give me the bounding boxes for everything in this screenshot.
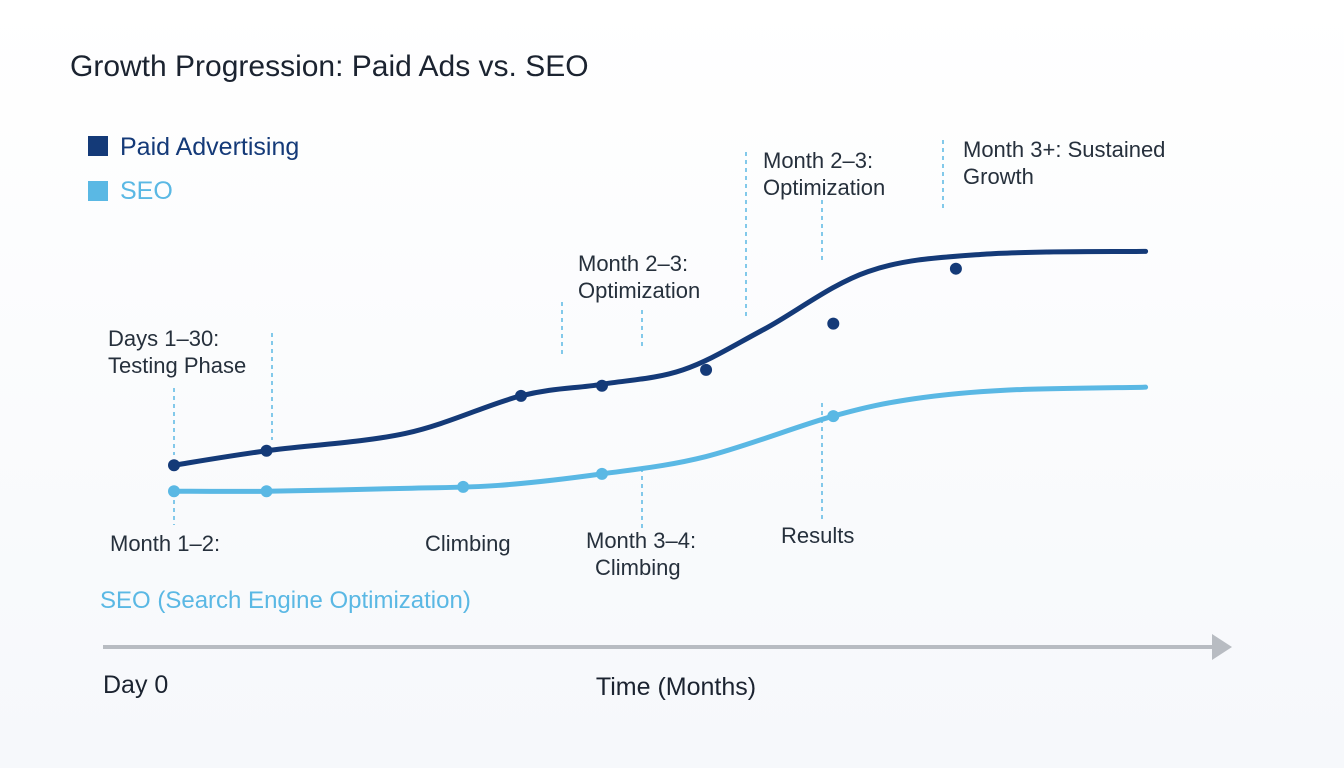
data-point-paid-advertising	[700, 363, 713, 376]
annotation-label: Month 1–2:	[110, 531, 220, 556]
x-axis-start-label: Day 0	[103, 671, 168, 699]
x-axis-title: Time (Months)	[596, 673, 756, 701]
x-axis: Day 0 Time (Months)	[103, 634, 1232, 701]
data-point-seo	[827, 410, 840, 423]
legend-swatch-seo	[88, 181, 108, 201]
annotation-labels: Days 1–30: Testing Phase Month 2–3: Optimiz…	[108, 137, 1165, 580]
data-point-seo	[457, 480, 470, 493]
data-point-paid-advertising	[515, 389, 527, 402]
annotation-label: Climbing	[425, 531, 511, 556]
data-point-seo	[595, 467, 608, 480]
x-axis-arrow-icon	[1212, 634, 1232, 660]
annotation-label: Month 2–3: Optimization	[578, 251, 700, 303]
legend: Paid Advertising SEO	[88, 133, 299, 205]
data-point-paid-advertising	[949, 262, 962, 275]
data-point-paid-advertising	[168, 459, 180, 472]
legend-label-seo: SEO	[120, 177, 173, 205]
series-lines	[171, 248, 1149, 494]
legend-swatch-paid-advertising	[88, 136, 108, 156]
data-point-paid-advertising	[827, 317, 840, 330]
legend-label-paid-advertising: Paid Advertising	[120, 133, 299, 161]
data-point-seo	[260, 485, 273, 498]
annotation-label: Month 3+: Sustained Growth	[963, 137, 1165, 189]
data-point-seo	[168, 485, 180, 498]
chart-title: Growth Progression: Paid Ads vs. SEO	[70, 50, 589, 83]
annotation-label: Days 1–30: Testing Phase	[108, 326, 246, 378]
data-point-paid-advertising	[260, 444, 273, 457]
series-line-paid-advertising	[171, 248, 1149, 468]
annotation-label: Month 2–3: Optimization	[763, 148, 885, 200]
series-markers	[168, 262, 962, 498]
annotation-label: Results	[781, 523, 854, 548]
annotation-guides	[173, 140, 944, 530]
series-line-seo	[171, 384, 1149, 494]
seo-series-caption: SEO (Search Engine Optimization)	[100, 587, 471, 614]
data-point-paid-advertising	[595, 379, 608, 392]
annotation-label: Month 3–4: Climbing	[586, 528, 696, 580]
